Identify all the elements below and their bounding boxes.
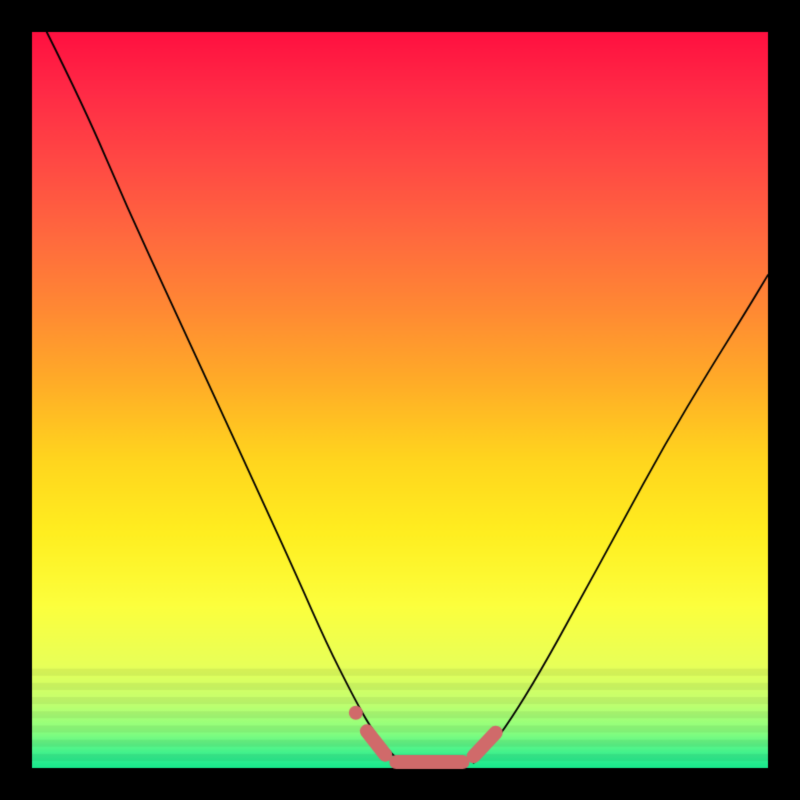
bottleneck-v-curve-chart [0,0,800,800]
chart-frame: TheBottleneck.com [0,0,800,800]
